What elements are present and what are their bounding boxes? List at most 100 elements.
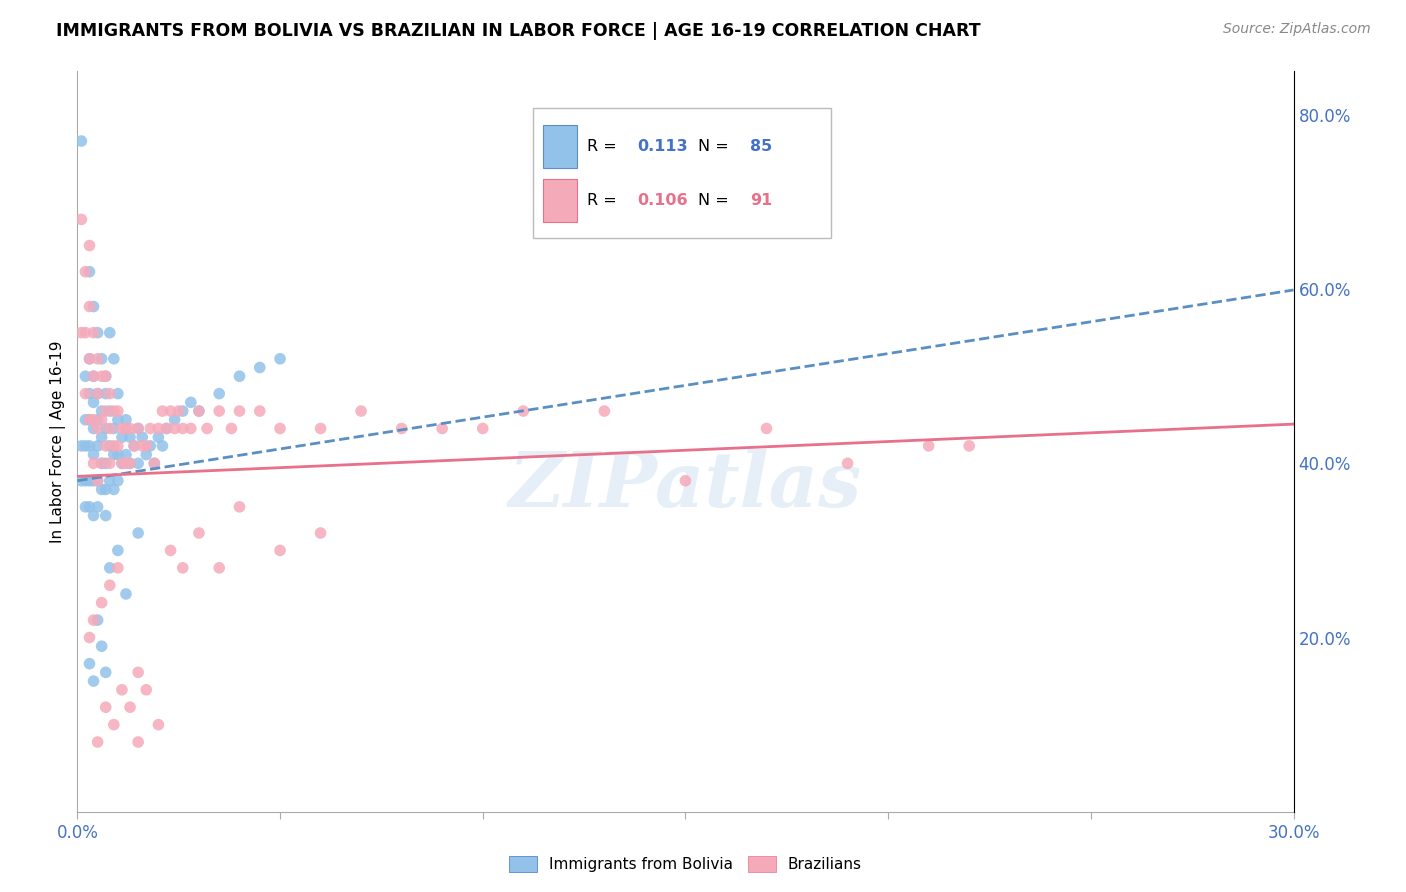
Point (98, 326, 121, 340)
Point (135, 439, 157, 453)
Point (83, 300, 105, 314)
Point (83, 326, 105, 340)
Point (115, 413, 138, 427)
Point (152, 404, 174, 418)
Point (228, 404, 250, 418)
Point (90, 456, 112, 470)
Point (837, 456, 859, 470)
Point (188, 404, 211, 418)
Point (269, 351, 291, 366)
Point (75, 265, 97, 279)
Point (107, 439, 129, 453)
Point (86, 500, 108, 514)
Point (163, 413, 186, 427)
Point (172, 421, 194, 435)
Bar (543, 178, 578, 221)
Point (83, 421, 105, 435)
Point (172, 404, 194, 418)
Point (94, 404, 117, 418)
Point (75, 474, 97, 488)
Point (103, 448, 125, 462)
Point (70, 439, 93, 453)
Point (94, 369, 117, 384)
Point (90, 351, 112, 366)
Point (79, 386, 101, 401)
Point (86, 413, 108, 427)
Point (75, 439, 97, 453)
Point (94, 386, 117, 401)
Point (103, 439, 125, 453)
Point (135, 682, 157, 697)
Text: Source: ZipAtlas.com: Source: ZipAtlas.com (1223, 22, 1371, 37)
Point (83, 613, 105, 627)
Point (228, 500, 250, 514)
Point (228, 369, 250, 384)
Point (208, 386, 231, 401)
Point (83, 395, 105, 409)
Point (79, 413, 101, 427)
Point (111, 456, 134, 470)
Point (208, 561, 231, 575)
Point (163, 421, 186, 435)
Point (593, 404, 616, 418)
Text: N =: N = (697, 193, 734, 208)
Point (131, 430, 153, 444)
Point (83, 456, 105, 470)
Point (107, 386, 129, 401)
Point (221, 421, 243, 435)
Point (118, 700, 141, 714)
Point (127, 421, 149, 435)
Point (75, 386, 97, 401)
Text: 91: 91 (749, 193, 772, 208)
Point (86, 421, 108, 435)
Point (107, 474, 129, 488)
Point (83, 369, 105, 384)
Text: R =: R = (586, 193, 621, 208)
Point (148, 421, 170, 435)
Bar (543, 125, 578, 168)
Point (103, 421, 125, 435)
Point (249, 360, 271, 375)
Point (309, 526, 332, 541)
Point (918, 439, 941, 453)
Point (115, 448, 138, 462)
Point (86, 474, 108, 488)
Point (98, 439, 121, 453)
Point (83, 413, 105, 427)
Point (98, 474, 121, 488)
Point (98, 386, 121, 401)
Point (143, 456, 166, 470)
Point (79, 413, 101, 427)
Point (79, 265, 101, 279)
Point (107, 543, 129, 558)
Point (90, 404, 112, 418)
Point (86, 386, 108, 401)
Point (79, 439, 101, 453)
Point (309, 421, 332, 435)
Point (83, 508, 105, 523)
Point (391, 421, 413, 435)
Point (94, 439, 117, 453)
Point (70, 474, 93, 488)
Text: ZIPatlas: ZIPatlas (509, 449, 862, 523)
Point (471, 421, 494, 435)
Point (115, 587, 138, 601)
Point (98, 456, 121, 470)
Point (122, 439, 145, 453)
Point (86, 613, 108, 627)
Point (755, 421, 778, 435)
Point (90, 483, 112, 497)
Point (90, 639, 112, 653)
Point (249, 404, 271, 418)
Point (94, 456, 117, 470)
Point (103, 483, 125, 497)
Y-axis label: In Labor Force | Age 16-19: In Labor Force | Age 16-19 (51, 340, 66, 543)
Point (118, 421, 141, 435)
Point (143, 456, 166, 470)
Point (107, 404, 129, 418)
Text: R =: R = (586, 138, 621, 153)
Point (188, 404, 211, 418)
Point (148, 430, 170, 444)
Text: 0.106: 0.106 (637, 193, 688, 208)
Text: 0.113: 0.113 (637, 138, 688, 153)
